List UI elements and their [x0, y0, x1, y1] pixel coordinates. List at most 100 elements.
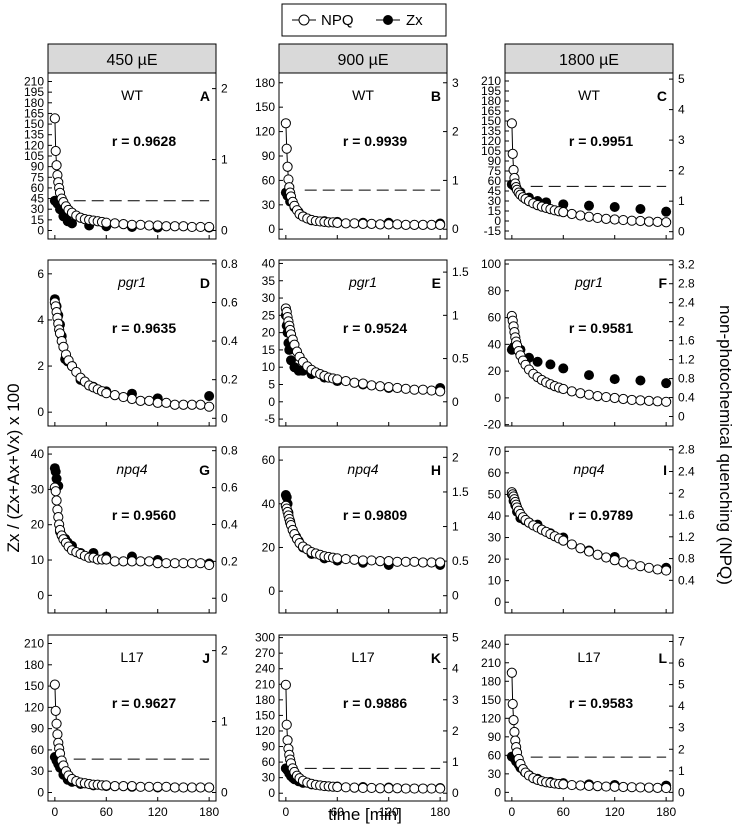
panel-l-npq-point — [575, 780, 586, 791]
panel-g-left-tick-label: 30 — [31, 482, 45, 496]
panel-h-npq-point — [332, 553, 343, 564]
column-header-box-450 — [47, 43, 217, 74]
panel-e-npq-point — [357, 378, 369, 389]
panel-f-right-tick-label: 2.4 — [678, 296, 695, 310]
panel-g-npq-point — [135, 556, 146, 567]
panel-g-npq-point — [118, 556, 129, 567]
panel-f-zx-point — [532, 356, 543, 367]
panel-e-right-tick-label: 1.5 — [452, 265, 469, 279]
panel-b: 0 30 60 90 120 150 180 0 1 2 3 WT Br = 0.9939 — [255, 72, 459, 240]
panel-h-npq-point — [435, 557, 446, 568]
panel-g-right-tick-label: 0.2 — [221, 554, 238, 568]
panel-e-left-tick-label: 40 — [262, 256, 276, 270]
panel-l-right-tick-label: 1 — [678, 764, 685, 778]
panel-a-left-tick-label: 180 — [24, 96, 44, 110]
panel-l-npq-point — [652, 782, 663, 793]
panel-h-r-value: r = 0.9809 — [343, 507, 407, 523]
panel-g-right-tick-label: 0.4 — [221, 517, 238, 531]
panel-c-npq-point — [643, 216, 655, 227]
panel-f-npq-point — [566, 386, 577, 397]
legend-npq-marker — [298, 14, 310, 26]
panel-c-npq-point — [566, 208, 577, 220]
panel-b-right-tick-label: 3 — [452, 76, 459, 90]
panel-f-right-tick-label: 1.2 — [678, 353, 695, 367]
panel-i-right-tick-label: 2.8 — [678, 443, 695, 457]
panel-c-zx-point — [635, 204, 646, 214]
panel-k-npq-point — [383, 783, 394, 794]
panel-h-npq-point — [392, 556, 403, 567]
panel-i-left-tick-label: 20 — [488, 552, 502, 566]
panel-f-zx-point — [545, 359, 556, 370]
panel-j-npq-point — [204, 782, 215, 793]
panel-d-npq-point — [126, 393, 138, 405]
panel-i-right-tick-label: 2.4 — [678, 464, 695, 478]
panel-f-right-tick-label: 0.8 — [678, 372, 695, 386]
panel-l-npq-point — [609, 781, 620, 792]
y-axis-label-right: non-photochemical quenching (NPQ) — [716, 305, 735, 585]
panel-d-npq-point — [186, 399, 198, 410]
panel-j-left-tick-label: 60 — [31, 743, 45, 757]
panel-f-left-tick-label: 100 — [481, 257, 501, 271]
panel-c-left-tick-label: 120 — [481, 134, 501, 148]
panel-l-x-tick-label: 0 — [509, 805, 516, 819]
panel-l-npq-point — [506, 667, 517, 678]
panels: 0153045607590105120135150165180195210012… — [24, 72, 695, 819]
panel-k-left-tick-label: 0 — [268, 786, 275, 800]
panel-a-left-tick-label: 150 — [24, 117, 44, 131]
panel-j-left-tick-label: 120 — [24, 700, 44, 714]
panel-g-npq-point — [204, 559, 215, 571]
panel-f-left-tick-label: 60 — [488, 311, 502, 325]
panel-d-zx-point — [204, 391, 215, 402]
panel-frame-g — [47, 446, 217, 614]
panel-j-npq-point — [51, 718, 62, 729]
panel-b-npq-point — [357, 218, 369, 229]
panel-g-genotype-label: npq4 — [116, 461, 147, 477]
panel-g-npq-point — [195, 558, 206, 569]
panel-k-right-tick-label: 5 — [452, 630, 459, 644]
panel-d-npq-point — [195, 399, 206, 410]
panel-k-npq-point — [375, 783, 386, 794]
panel-c-npq-point — [507, 148, 518, 159]
panel-j-npq-point — [195, 782, 206, 793]
panel-i-npq-point — [609, 555, 620, 566]
panel-e-left-tick-label: 15 — [262, 343, 276, 357]
panel-k-npq-point — [340, 782, 351, 793]
panel-a-right-tick-label: 2 — [221, 82, 228, 96]
panel-h-right-tick-label: 1 — [452, 520, 459, 534]
panel-b-npq-point — [280, 118, 291, 129]
panel-f-npq-point — [661, 396, 672, 407]
panel-k-npq-point — [417, 783, 429, 794]
panel-l-left-tick-label: 30 — [488, 767, 502, 781]
panel-f-right-tick-label: 2 — [678, 315, 685, 329]
panel-a-npq-point — [169, 221, 180, 232]
panel-f-zx-point — [558, 363, 569, 374]
panel-f-genotype-label: pgr1 — [574, 274, 603, 290]
panel-j-npq-point — [126, 781, 138, 792]
panel-c-left-tick-label: 210 — [481, 74, 501, 88]
panel-a-left-tick-label: 105 — [24, 149, 44, 163]
panel-e-left-tick-label: 5 — [268, 378, 275, 392]
panel-f-right-tick-label: 1.6 — [678, 334, 695, 348]
panel-l-letter: L — [658, 650, 667, 666]
panel-d-right-tick-label: 0 — [221, 411, 228, 425]
panel-a-npq-point — [144, 220, 155, 231]
panel-f: -20 0 20 40 60 80 100 0 0.4 0.8 1.2 1.6 2 2.4 2.8 3.2 pg… — [481, 257, 695, 432]
panel-e-npq-point — [332, 374, 343, 385]
panel-b-left-tick-label: 180 — [255, 76, 275, 90]
panel-c-letter: C — [657, 88, 667, 104]
panel-c-zx-point — [584, 200, 594, 211]
panel-b-npq-point — [417, 219, 429, 230]
panel-i-right-tick-label: 0.4 — [678, 573, 695, 587]
panel-a-left-tick-label: 165 — [24, 106, 44, 120]
panel-i-npq-point — [592, 549, 603, 560]
panel-frame-j — [47, 634, 217, 802]
panel-e-npq-point — [426, 385, 437, 396]
panel-frame-k — [278, 634, 448, 802]
panel-j-npq-point — [52, 729, 63, 740]
panel-i-npq-point — [583, 546, 595, 557]
panel-d-left-tick-label: 2 — [37, 359, 44, 373]
panel-l-x-tick-label: 120 — [605, 805, 625, 819]
panel-f-right-tick-label: 2.8 — [678, 277, 695, 291]
panel-c-left-tick-label: 150 — [481, 114, 501, 128]
